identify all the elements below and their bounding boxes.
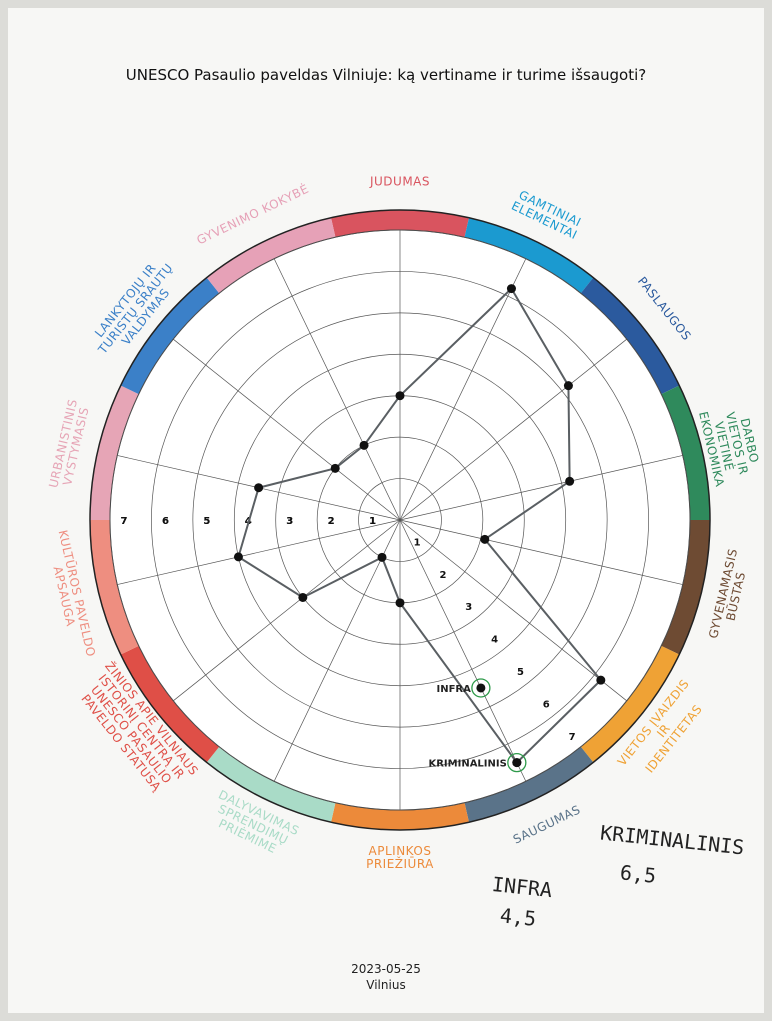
r-tick-label: 1	[369, 516, 376, 527]
chart-title: UNESCO Pasaulio paveldas Vilniuje: ką ve…	[0, 66, 772, 84]
data-point	[565, 477, 574, 486]
handwritten-value: 6,5	[619, 860, 657, 888]
data-point	[378, 553, 387, 562]
data-point	[234, 552, 243, 561]
r-tick-label: 3	[465, 602, 472, 613]
r-tick-label: 7	[121, 516, 128, 527]
data-point	[396, 391, 405, 400]
r-tick-label: 6	[543, 699, 550, 710]
data-point	[331, 464, 340, 473]
r-tick-label: 3	[286, 516, 293, 527]
data-point	[396, 598, 405, 607]
page: 123456712345671234567INFRAKRIMINALINIS U…	[0, 0, 772, 1021]
data-point	[480, 535, 489, 544]
annotation-text: INFRA	[437, 684, 472, 695]
r-tick-label: 5	[203, 516, 210, 527]
data-point	[254, 483, 263, 492]
category-label: APLINKOS PRIEŽIŪRA	[366, 845, 434, 871]
r-tick-label: 5	[517, 667, 524, 678]
place: Vilnius	[0, 978, 772, 992]
data-point	[596, 676, 605, 685]
category-label: JUDUMAS	[370, 176, 430, 189]
date: 2023-05-25	[0, 962, 772, 976]
annotation-point	[512, 758, 521, 767]
r-tick-label: 7	[569, 732, 576, 743]
handwritten-value: 4,5	[499, 903, 537, 931]
r-tick-label: 4	[491, 635, 498, 646]
annotation-text: KRIMINALINIS	[428, 759, 506, 770]
r-tick-label: 2	[439, 570, 446, 581]
data-point	[360, 441, 369, 450]
data-point	[564, 381, 573, 390]
data-point	[298, 593, 307, 602]
annotation-point	[476, 683, 485, 692]
r-tick-label: 1	[414, 537, 421, 548]
r-tick-label: 6	[162, 516, 169, 527]
r-tick-label: 2	[328, 516, 335, 527]
data-point	[507, 284, 516, 293]
